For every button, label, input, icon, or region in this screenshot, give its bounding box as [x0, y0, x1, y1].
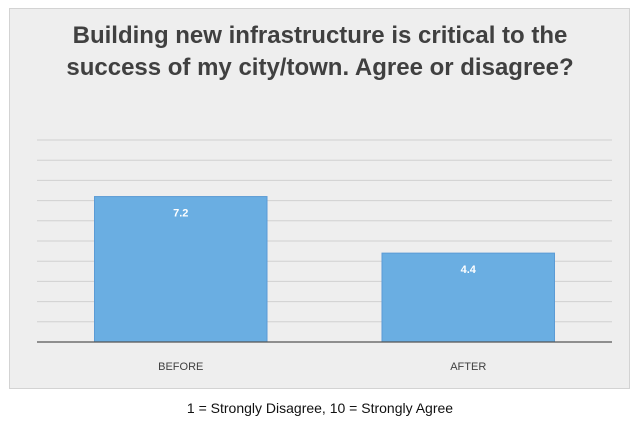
scale-footnote: 1 = Strongly Disagree, 10 = Strongly Agr… [186, 400, 454, 416]
data-label: 4.4 [461, 264, 477, 276]
data-label: 7.2 [173, 208, 188, 220]
bar-chart-plot: 7.2 BEFORE 4.4 AFTER [37, 139, 612, 373]
category-label: AFTER [450, 361, 486, 373]
category-label: BEFORE [158, 361, 203, 373]
chart-title: Building new infrastructure is critical … [66, 22, 574, 81]
